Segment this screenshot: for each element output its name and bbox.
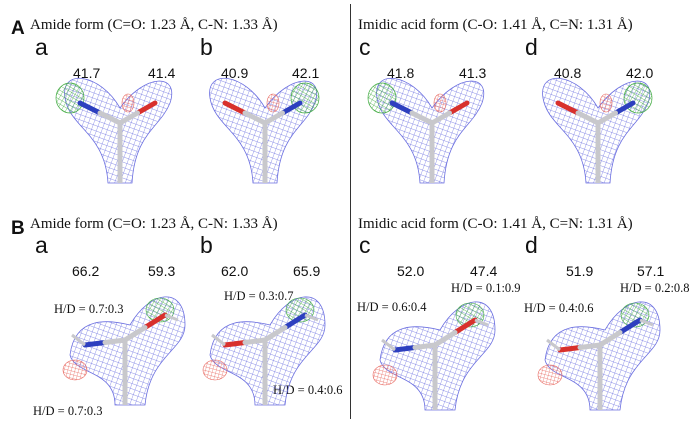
panel-b-sub-a-value-left: 66.2 (72, 263, 100, 279)
panel-a-sub-a-value-right: 41.4 (148, 65, 176, 81)
a-b-bond-right-b (262, 110, 285, 126)
panel-a-sub-b-value-left: 40.9 (221, 65, 249, 81)
a-d-bond-left-a (555, 100, 581, 116)
panel-b-sub-c-value-left: 52.0 (397, 263, 425, 279)
a-c-positive-density (367, 82, 397, 114)
b-c-hydrogen-2 (474, 318, 489, 327)
panel-a-sub-c-label: c (359, 34, 371, 60)
panel-a-sub-b-value-right: 42.1 (292, 65, 320, 81)
panel-a-sub-b-label: b (200, 34, 213, 60)
a-a-negative-density (121, 93, 135, 113)
b-a-bond-right-b (122, 325, 148, 343)
panel-a-sub-d-value-left: 40.8 (554, 65, 582, 81)
a-c-bond-left-b (409, 110, 435, 126)
b-d-negative-density (537, 364, 563, 386)
a-a-positive-density (55, 82, 85, 114)
b-c-bond-right-b (432, 330, 458, 348)
panel-b-sub-a-hd-lower: H/D = 0.7:0.3 (33, 404, 103, 418)
a-b-bond-left-b (242, 110, 268, 126)
panel-b-sub-a-hd-upper: H/D = 0.7:0.3 (54, 302, 124, 316)
b-b-bond-left-a (222, 340, 248, 348)
panel-b-sub-b-value-left: 62.0 (221, 263, 249, 279)
b-b-bond-left-b (242, 337, 268, 345)
b-d-bond-right-b (597, 330, 623, 348)
b-c-bond-right-a (452, 317, 478, 335)
b-b-hydrogen-1 (211, 333, 226, 347)
panel-b-imidic-title: Imidic acid form (C-O: 1.41 Å, C=N: 1.31… (358, 216, 633, 232)
a-b-negative-density (266, 93, 280, 113)
b-b-hydrogen-2 (304, 313, 319, 322)
panel-b-amide-title: Amide form (C=O: 1.23 Å, C-N: 1.33 Å) (30, 216, 278, 232)
a-a-bond-right-a (135, 100, 158, 116)
b-c-negative-density (372, 364, 398, 386)
panel-letter-a: A (11, 18, 25, 39)
b-a-bond-right-a (142, 312, 168, 330)
panel-b-sub-d-hd-right: H/D = 0.2:0.8 (620, 281, 689, 295)
panel-a-sub-a-value-left: 41.7 (73, 65, 101, 81)
a-d-bond-left-b (575, 110, 601, 126)
a-a-bond-left-a (77, 100, 103, 116)
b-d-hydrogen-2 (639, 318, 654, 327)
b-d-hydrogen-1 (546, 338, 561, 352)
a-a-bond-right-b (117, 110, 140, 126)
panel-b-sub-b-hd-lower: H/D = 0.4:0.6 (273, 383, 343, 397)
a-b-bond-right-a (280, 100, 303, 116)
b-c-bond-left-b (412, 342, 438, 350)
b-c-hydrogen-1 (381, 338, 396, 352)
panel-a-sub-c-value-left: 41.8 (387, 65, 415, 81)
a-d-negative-density (599, 93, 613, 113)
b-a-hydrogen-1 (71, 333, 86, 347)
panel-b-sub-b-label: b (200, 232, 213, 258)
a-b-bond-left-a (222, 100, 248, 116)
a-c-bond-left-a (389, 100, 415, 116)
panel-b-sub-d-label: d (525, 232, 538, 258)
panel-a-sub-d-value-right: 42.0 (626, 65, 654, 81)
panel-b-sub-c-hd-right: H/D = 0.1:0.9 (451, 281, 521, 295)
b-d-bond-right-a (617, 317, 643, 335)
b-a-bond-left-b (102, 337, 128, 345)
a-a-bond-left-b (97, 110, 123, 126)
b-a-hydrogen-2 (164, 313, 179, 322)
panel-a-imidic-title: Imidic acid form (C-O: 1.41 Å, C=N: 1.31… (358, 17, 633, 33)
a-c-negative-density (433, 93, 447, 113)
b-c-bond-left-a (392, 345, 418, 353)
panel-b-sub-d-value-left: 51.9 (566, 263, 594, 279)
panel-b-sub-c-label: c (359, 232, 371, 258)
b-a-bond-left-a (82, 340, 108, 348)
panel-b-sub-c-hd-left: H/D = 0.6:0.4 (357, 300, 427, 314)
panel-a-sub-a-label: a (35, 34, 48, 60)
b-d-bond-left-a (557, 345, 583, 353)
b-a-negative-density (62, 359, 88, 381)
panel-a-sub-c-value-right: 41.3 (459, 65, 487, 81)
b-b-bond-right-b (262, 325, 288, 343)
a-d-bond-right-b (595, 110, 618, 126)
a-c-bond-right-a (447, 100, 470, 116)
panel-b-sub-d-hd-left: H/D = 0.4:0.6 (524, 301, 594, 315)
b-b-bond-right-a (282, 312, 308, 330)
panel-b-sub-d-value-right: 57.1 (637, 263, 665, 279)
panel-b-sub-a-value-right: 59.3 (148, 263, 176, 279)
panel-b-sub-b-value-right: 65.9 (293, 263, 321, 279)
a-d-bond-right-a (613, 100, 636, 116)
section-divider (350, 4, 351, 419)
panel-letter-b: B (11, 218, 25, 239)
b-b-negative-density (202, 359, 228, 381)
a-c-bond-right-b (429, 110, 452, 126)
panel-b-sub-a-label: a (35, 232, 48, 258)
panel-a-sub-d-label: d (525, 34, 538, 60)
panel-b-sub-b-hd-upper: H/D = 0.3:0.7 (224, 289, 294, 303)
panel-a-amide-title: Amide form (C=O: 1.23 Å, C-N: 1.33 Å) (30, 17, 278, 33)
panel-b-sub-c-value-right: 47.4 (470, 263, 498, 279)
b-d-bond-left-b (577, 342, 603, 350)
